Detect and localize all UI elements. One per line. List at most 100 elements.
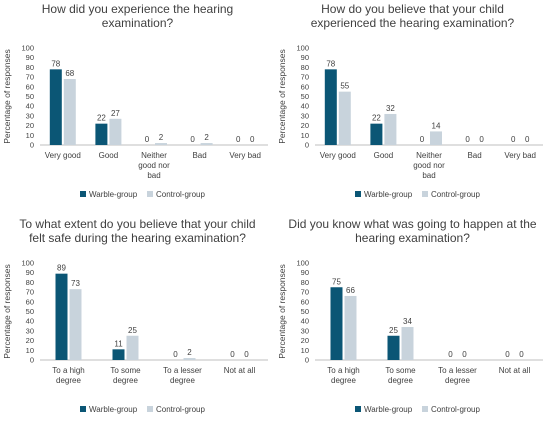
data-label: 0 — [519, 350, 524, 359]
data-label: 11 — [114, 339, 123, 348]
data-label: 2 — [187, 348, 192, 357]
category-label: degree — [56, 376, 81, 385]
category-label: Very good — [45, 151, 81, 160]
legend-warble-group-label: Warble-group — [89, 190, 138, 199]
chart-title-line: To what extent do you believe that your … — [19, 217, 255, 231]
bar-control-group — [126, 335, 139, 360]
data-label: 22 — [97, 114, 106, 123]
category-label: Not at all — [499, 366, 531, 375]
y-tick-label: 10 — [301, 346, 309, 355]
chart-panel-child-felt-safe: To what extent do you believe that your … — [0, 215, 275, 429]
data-label: 0 — [190, 135, 195, 144]
data-label: 0 — [505, 350, 510, 359]
y-tick-label: 100 — [21, 259, 34, 268]
legend-warble-group-swatch — [80, 191, 86, 197]
category-label: Very good — [320, 151, 356, 160]
y-tick-label: 20 — [26, 121, 34, 130]
category-label: degree — [388, 376, 413, 385]
data-label: 73 — [71, 279, 80, 288]
bar-warble-group — [330, 287, 343, 360]
chart-title-line: felt safe during the hearing examination… — [29, 231, 246, 245]
data-label: 22 — [372, 114, 381, 123]
category-label: degree — [445, 376, 470, 385]
y-tick-label: 80 — [26, 63, 34, 72]
chart-title-line: examination? — [102, 16, 174, 30]
y-axis-label: Percentage of responses — [2, 264, 12, 359]
data-label: 27 — [111, 109, 120, 118]
y-tick-label: 20 — [26, 336, 34, 345]
y-tick-label: 60 — [301, 297, 309, 306]
legend-warble-group-swatch — [80, 406, 86, 412]
y-tick-label: 100 — [296, 259, 309, 268]
y-tick-label: 50 — [26, 92, 34, 101]
category-label: degree — [170, 376, 195, 385]
y-tick-label: 40 — [26, 102, 34, 111]
category-label: Neither — [141, 151, 167, 160]
y-tick-label: 70 — [301, 288, 309, 297]
category-label: Bad — [192, 151, 206, 160]
chart-title-line: Did you know what was going to happen at… — [288, 217, 536, 231]
y-axis-label: Percentage of responses — [277, 49, 287, 144]
bar-control-group — [109, 118, 122, 145]
data-label: 0 — [236, 135, 241, 144]
data-label: 0 — [244, 350, 249, 359]
bar-warble-group — [387, 335, 400, 360]
data-label: 75 — [332, 277, 341, 286]
y-tick-label: 50 — [301, 92, 309, 101]
y-tick-label: 40 — [301, 317, 309, 326]
legend-control-group-label: Control-group — [156, 405, 205, 414]
bar-warble-group — [95, 123, 108, 145]
y-tick-label: 80 — [26, 278, 34, 287]
category-label: Neither — [416, 151, 442, 160]
legend-control-group-swatch — [147, 191, 153, 197]
data-label: 32 — [386, 104, 395, 113]
bar-control-group — [401, 327, 414, 360]
chart-panel-experience: How did you experience the hearing examin… — [0, 0, 275, 214]
bar-warble-group — [55, 273, 68, 360]
bar-control-group — [384, 113, 397, 145]
category-label: bad — [147, 171, 160, 180]
data-label: 78 — [51, 59, 60, 68]
data-label: 0 — [465, 135, 470, 144]
legend-control-group-label: Control-group — [156, 190, 205, 199]
data-label: 0 — [479, 135, 484, 144]
bar-control-group — [63, 79, 76, 145]
y-tick-label: 10 — [301, 131, 309, 140]
data-label: 0 — [448, 350, 453, 359]
y-tick-label: 20 — [301, 121, 309, 130]
legend-control-group-swatch — [422, 191, 428, 197]
category-label: Very bad — [229, 151, 261, 160]
data-label: 0 — [250, 135, 255, 144]
y-tick-label: 30 — [301, 326, 309, 335]
y-tick-label: 0 — [30, 141, 34, 150]
y-tick-label: 70 — [26, 73, 34, 82]
bar-control-group — [344, 295, 357, 360]
category-label: To a lesser — [438, 366, 477, 375]
bar-control-group — [183, 358, 196, 360]
y-tick-label: 80 — [301, 278, 309, 287]
data-label: 68 — [65, 69, 74, 78]
legend-warble-group-swatch — [355, 406, 361, 412]
y-tick-label: 60 — [301, 82, 309, 91]
category-label: bad — [422, 171, 435, 180]
data-label: 89 — [57, 264, 66, 273]
legend-control-group-swatch — [422, 406, 428, 412]
y-axis-label: Percentage of responses — [277, 264, 287, 359]
y-tick-label: 90 — [26, 53, 34, 62]
bar-warble-group — [370, 123, 383, 145]
data-label: 66 — [346, 286, 355, 295]
y-tick-label: 10 — [26, 131, 34, 140]
bar-control-group — [430, 131, 442, 145]
category-label: To some — [110, 366, 141, 375]
data-label: 55 — [340, 82, 349, 91]
data-label: 2 — [159, 133, 164, 142]
chart-title-line: How did you experience the hearing — [42, 2, 233, 16]
y-tick-label: 70 — [26, 288, 34, 297]
y-tick-label: 50 — [301, 307, 309, 316]
y-tick-label: 70 — [301, 73, 309, 82]
data-label: 0 — [462, 350, 467, 359]
bar-control-group — [200, 143, 213, 145]
legend-control-group-label: Control-group — [431, 190, 480, 199]
legend-control-group-label: Control-group — [431, 405, 480, 414]
